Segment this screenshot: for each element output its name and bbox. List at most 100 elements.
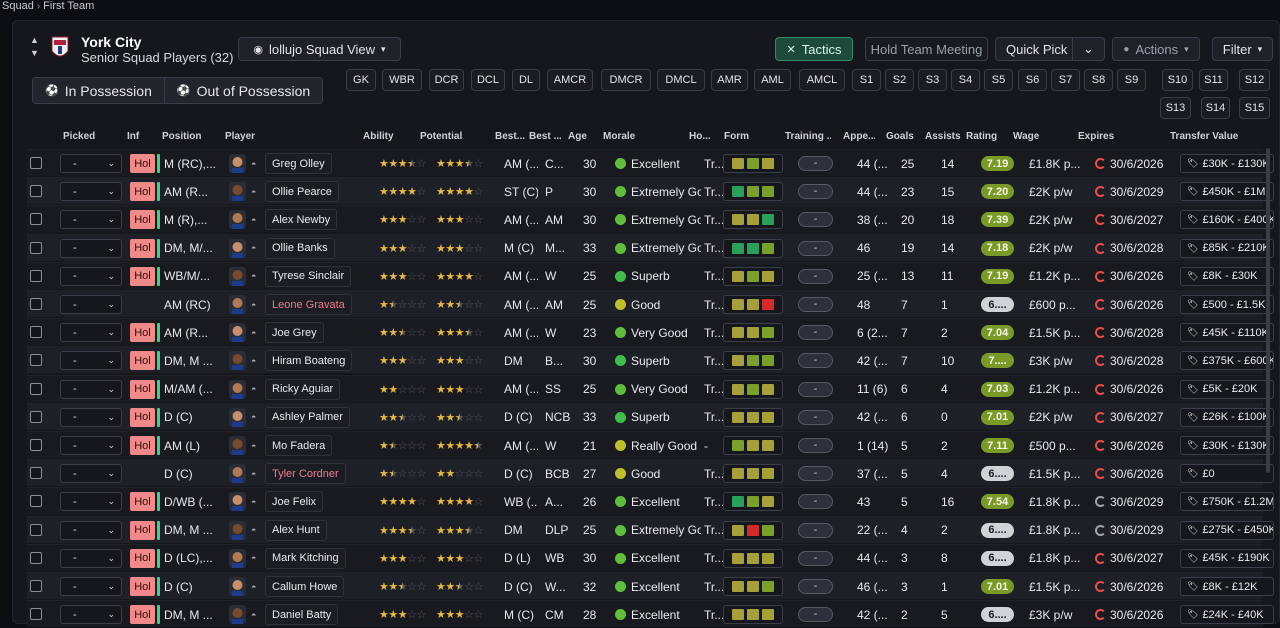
- col-ability[interactable]: Ability: [363, 131, 394, 142]
- row-checkbox[interactable]: [30, 410, 42, 423]
- row-checkbox[interactable]: [30, 269, 42, 282]
- table-row[interactable]: - ⌄ Hol M/AM (... ◓ Ricky Aguiar ★★ ☆ ☆ ☆ ★★★ ☆ ☆ AM …: [27, 374, 1274, 402]
- col-expires[interactable]: Expires: [1078, 131, 1115, 142]
- player-name[interactable]: Callum Howe: [265, 576, 345, 597]
- row-checkbox[interactable]: [30, 157, 42, 169]
- transfer-value[interactable]: 🏷 £85K - £210K: [1180, 238, 1274, 258]
- position-chip-aml[interactable]: AML: [754, 69, 791, 91]
- quick-pick-button[interactable]: Quick Pick ⌄: [995, 37, 1105, 61]
- transfer-value[interactable]: 🏷 £8K - £12K: [1180, 577, 1274, 596]
- table-row[interactable]: - ⌄ Hol AM (L) ◓ Mo Fadera ★ ★ ☆ ☆ ☆ ★★★★ ★ AM (... W 2…: [27, 431, 1274, 458]
- row-checkbox[interactable]: [30, 523, 42, 536]
- person-icon[interactable]: ◓: [251, 609, 257, 620]
- position-chip-s11[interactable]: S11: [1199, 69, 1228, 91]
- training-badge[interactable]: -: [798, 297, 833, 312]
- col-player[interactable]: Player: [225, 131, 256, 142]
- position-chip-s13[interactable]: S13: [1160, 97, 1191, 119]
- player-name[interactable]: Alex Newby: [265, 209, 338, 231]
- chevron-up-icon[interactable]: ▲: [30, 35, 39, 45]
- inf-badge[interactable]: Hol: [130, 238, 155, 258]
- position-chip-amcr[interactable]: AMCR: [547, 69, 593, 91]
- col-age[interactable]: Age: [568, 131, 587, 142]
- col-picked[interactable]: Picked: [63, 131, 96, 142]
- person-icon[interactable]: ◓: [251, 496, 257, 507]
- col-assists[interactable]: Assists: [925, 131, 961, 142]
- filter-button[interactable]: Filter ▾: [1212, 37, 1273, 61]
- player-name[interactable]: Daniel Batty: [265, 604, 339, 626]
- row-checkbox[interactable]: [30, 213, 42, 226]
- person-icon[interactable]: ◓: [251, 581, 257, 592]
- position-chip-s2[interactable]: S2: [885, 69, 914, 91]
- position-chip-s14[interactable]: S14: [1201, 97, 1230, 119]
- col-home[interactable]: Ho...: [689, 131, 711, 142]
- inf-badge[interactable]: Hol: [130, 351, 155, 371]
- col-position[interactable]: Position: [162, 131, 202, 142]
- person-icon[interactable]: ◓: [251, 186, 257, 197]
- transfer-value[interactable]: 🏷 £750K - £1.2M: [1180, 492, 1274, 512]
- player-name[interactable]: Tyler Cordner: [265, 463, 346, 485]
- tactics-button[interactable]: ✕ Tactics: [775, 37, 853, 61]
- col-training[interactable]: Training ...: [785, 131, 831, 142]
- training-badge[interactable]: -: [798, 184, 833, 200]
- picked-select[interactable]: - ⌄: [60, 379, 122, 399]
- position-chip-s12[interactable]: S12: [1239, 69, 1270, 91]
- inf-badge[interactable]: Hol: [130, 182, 155, 202]
- person-icon[interactable]: ◓: [251, 412, 257, 423]
- picked-select[interactable]: - ⌄: [60, 351, 122, 371]
- inf-badge[interactable]: Hol: [130, 266, 155, 286]
- table-row[interactable]: - ⌄ Hol AM (R... ◓ Ollie Pearce ★★★★ ☆ ★★★★ ☆ ST (…: [27, 177, 1274, 205]
- position-chip-s10[interactable]: S10: [1162, 69, 1193, 91]
- row-checkbox[interactable]: [30, 551, 42, 564]
- picked-select[interactable]: - ⌄: [60, 154, 122, 173]
- picked-select[interactable]: - ⌄: [60, 238, 122, 258]
- squad-view-select[interactable]: ◉ lollujo Squad View ▾: [238, 37, 401, 61]
- row-checkbox[interactable]: [30, 608, 42, 621]
- row-checkbox[interactable]: [30, 580, 42, 592]
- player-name[interactable]: Ashley Palmer: [265, 406, 350, 428]
- picked-select[interactable]: - ⌄: [60, 210, 122, 230]
- col-appearances[interactable]: Appe...: [843, 131, 875, 142]
- transfer-value[interactable]: 🏷 £500 - £1.5K: [1180, 295, 1274, 314]
- person-icon[interactable]: ◓: [251, 214, 257, 225]
- position-chip-s15[interactable]: S15: [1239, 97, 1270, 119]
- position-chip-gk[interactable]: GK: [346, 69, 376, 91]
- inf-badge[interactable]: Hol: [130, 492, 155, 512]
- inf-badge[interactable]: Hol: [130, 407, 155, 427]
- transfer-value[interactable]: 🏷 £375K - £600K: [1180, 351, 1274, 371]
- player-name[interactable]: Hiram Boateng: [265, 350, 353, 372]
- training-badge[interactable]: -: [798, 550, 833, 566]
- person-icon[interactable]: ◓: [251, 355, 257, 366]
- training-badge[interactable]: -: [798, 268, 833, 284]
- col-best-role[interactable]: Best ...: [529, 131, 561, 142]
- row-checkbox[interactable]: [30, 326, 42, 339]
- position-chip-s3[interactable]: S3: [918, 69, 947, 91]
- col-potential[interactable]: Potential: [420, 131, 463, 142]
- training-badge[interactable]: -: [798, 240, 833, 256]
- position-chip-s7[interactable]: S7: [1051, 69, 1080, 91]
- table-row[interactable]: - ⌄ D (C) ◓ Tyler Cordner ★ ★ ☆ ☆ ☆ ★★ ☆ ☆ ☆ D (C) BCB 2…: [27, 459, 1274, 487]
- transfer-value[interactable]: 🏷 £450K - £1M: [1180, 182, 1274, 202]
- player-name[interactable]: Ollie Pearce: [265, 181, 339, 203]
- player-name[interactable]: Joe Felix: [265, 491, 324, 513]
- person-icon[interactable]: ◓: [251, 384, 257, 395]
- player-name[interactable]: Greg Olley: [265, 153, 332, 174]
- picked-select[interactable]: - ⌄: [60, 520, 122, 540]
- inf-badge[interactable]: Hol: [130, 379, 155, 399]
- breadcrumb-squad[interactable]: Squad: [2, 0, 34, 12]
- table-row[interactable]: - ⌄ Hol AM (R... ◓ Joe Grey ★★ ★ ☆ ☆ ★★★ ★ ☆ AM (... W…: [27, 318, 1274, 346]
- training-badge[interactable]: -: [798, 381, 833, 397]
- person-icon[interactable]: ◓: [251, 243, 257, 254]
- actions-button[interactable]: ● Actions ▾: [1112, 37, 1200, 61]
- position-chip-dmcr[interactable]: DMCR: [601, 69, 651, 91]
- player-name[interactable]: Joe Grey: [265, 322, 324, 344]
- picked-select[interactable]: - ⌄: [60, 323, 122, 343]
- person-icon[interactable]: ◓: [251, 299, 257, 310]
- chevron-down-icon[interactable]: ▼: [30, 48, 39, 58]
- col-rating[interactable]: Rating: [966, 131, 998, 142]
- row-checkbox[interactable]: [30, 354, 42, 367]
- transfer-value[interactable]: 🏷 £0: [1180, 464, 1274, 484]
- transfer-value[interactable]: 🏷 £275K - £450K: [1180, 520, 1274, 540]
- in-possession-button[interactable]: ⚽ In Possession: [33, 78, 164, 103]
- position-chip-dcl[interactable]: DCL: [471, 69, 505, 91]
- transfer-value[interactable]: 🏷 £30K - £130K: [1180, 436, 1274, 455]
